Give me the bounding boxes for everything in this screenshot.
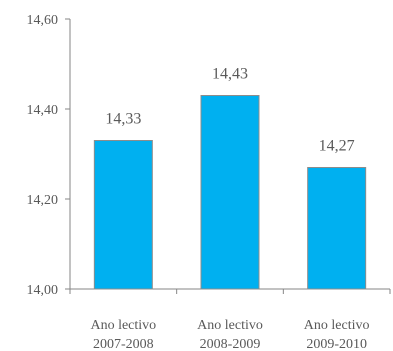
category-label-line: 2007-2008 <box>93 337 154 351</box>
y-tick-label: 14,40 <box>27 103 59 118</box>
category-label-line: Ano lectivo <box>197 318 263 333</box>
data-label: 14,27 <box>319 138 355 155</box>
bar <box>93 140 153 290</box>
chart-labels: 14,33 Ano lectivo 2007-2008 14,43 Ano lectiv… <box>90 66 369 351</box>
category-label-line: 2008-2009 <box>200 337 261 351</box>
category-label-line: 2009-2010 <box>306 337 367 351</box>
y-tick-label: 14,00 <box>27 283 59 298</box>
bar <box>200 95 260 290</box>
category-label: Ano lectivo 2007-2008 <box>90 318 156 351</box>
category-label-line: Ano lectivo <box>304 318 370 333</box>
data-label: 14,33 <box>105 111 141 128</box>
y-tick-label: 14,20 <box>27 193 59 208</box>
category-label: Ano lectivo 2008-2009 <box>197 318 263 351</box>
y-tick-label: 14,60 <box>27 13 59 28</box>
chart-bars <box>93 95 367 290</box>
bar <box>307 167 367 290</box>
data-label: 14,43 <box>212 66 248 83</box>
category-label-line: Ano lectivo <box>90 318 156 333</box>
category-label: Ano lectivo 2009-2010 <box>304 318 370 351</box>
